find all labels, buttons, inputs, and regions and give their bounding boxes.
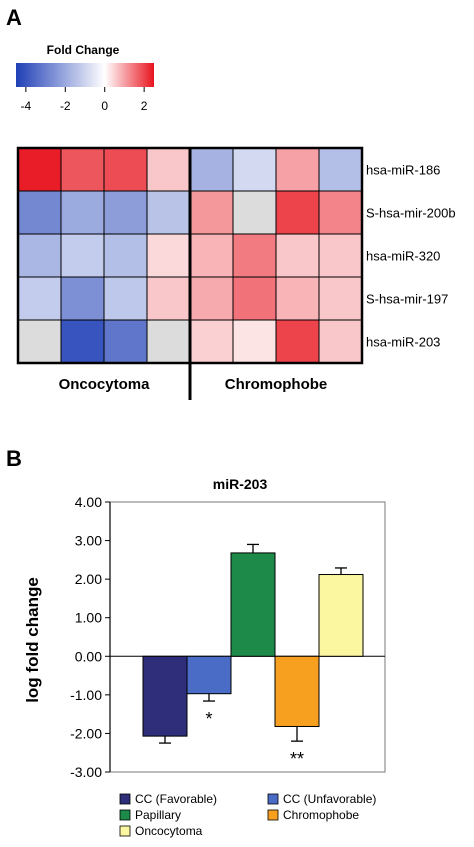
- bar: [186, 655, 232, 695]
- heatmap-cell: [232, 233, 277, 278]
- heatmap-cell: [103, 319, 148, 364]
- heatmap-row-label: S-hsa-mir-200b: [366, 206, 456, 221]
- colorbar-tick-label: 0: [101, 99, 108, 113]
- heatmap-cell: [189, 147, 234, 192]
- heatmap-cell: [146, 233, 191, 278]
- heatmap-cell: [146, 276, 191, 321]
- bar: [318, 574, 364, 657]
- y-axis-label: log fold change: [23, 577, 42, 703]
- heatmap-cell: [17, 147, 62, 192]
- heatmap: hsa-miR-186 S-hsa-mir-200b hsa-miR-320 S-hs…: [16, 146, 456, 400]
- heatmap-cell: [189, 319, 234, 364]
- panel-a-letter: A: [6, 5, 22, 30]
- significance-marker: **: [290, 749, 304, 769]
- heatmap-cell: [146, 147, 191, 192]
- y-tick-label: 4.00: [75, 494, 102, 510]
- bar: [230, 552, 276, 657]
- heatmap-cell: [275, 147, 320, 192]
- y-tick-label: -3.00: [70, 764, 102, 780]
- heatmap-row-label: hsa-miR-203: [366, 335, 440, 350]
- heatmap-cell: [189, 233, 234, 278]
- legend-label: Papillary: [135, 808, 181, 822]
- bar-chart: 4.003.002.001.000.00-1.00-2.00-3.00***: [70, 494, 386, 780]
- bar-chart-title: miR-203: [213, 476, 268, 492]
- heatmap-cell: [275, 276, 320, 321]
- heatmap-cell: [146, 319, 191, 364]
- heatmap-cell: [17, 276, 62, 321]
- significance-marker: *: [205, 709, 212, 729]
- panel-b-letter: B: [6, 446, 22, 471]
- heatmap-cell: [17, 190, 62, 235]
- heatmap-cell: [60, 147, 105, 192]
- legend-swatch: [267, 809, 279, 821]
- heatmap-cell: [318, 233, 363, 278]
- colorbar-ticks: -4 -2 0 2: [21, 87, 148, 113]
- heatmap-row-label: S-hsa-mir-197: [366, 292, 448, 307]
- y-tick-label: 3.00: [75, 533, 102, 549]
- bar: [274, 655, 320, 727]
- heatmap-cell: [60, 190, 105, 235]
- legend-swatch: [119, 793, 131, 805]
- legend-label: CC (Favorable): [135, 792, 217, 806]
- y-tick-label: 0.00: [75, 648, 102, 664]
- heatmap-cell: [318, 319, 363, 364]
- legend-swatch: [119, 809, 131, 821]
- heatmap-cell: [146, 190, 191, 235]
- heatmap-cell: [189, 276, 234, 321]
- legend-swatch: [119, 825, 131, 837]
- legend: CC (Favorable) CC (Unfavorable) Papillary C…: [119, 792, 376, 838]
- heatmap-cell: [275, 190, 320, 235]
- heatmap-cell: [60, 276, 105, 321]
- legend-label: Chromophobe: [283, 808, 359, 822]
- y-tick-label: -1.00: [70, 687, 102, 703]
- heatmap-cell: [103, 233, 148, 278]
- heatmap-row-label: hsa-miR-320: [366, 249, 440, 264]
- colorbar-tick-label: -2: [60, 99, 71, 113]
- heatmap-cell: [189, 190, 234, 235]
- y-tick-label: 1.00: [75, 610, 102, 626]
- bar: [142, 655, 188, 737]
- heatmap-cell: [60, 233, 105, 278]
- heatmap-cell: [60, 319, 105, 364]
- heatmap-cell: [17, 233, 62, 278]
- heatmap-cell: [232, 147, 277, 192]
- heatmap-row-label: hsa-miR-186: [366, 163, 440, 178]
- heatmap-cell: [17, 319, 62, 364]
- legend-label: Oncocytoma: [135, 824, 203, 838]
- y-tick-label: -2.00: [70, 725, 102, 741]
- heatmap-cell: [275, 233, 320, 278]
- column-group-label: Chromophobe: [225, 376, 328, 393]
- heatmap-cell: [232, 319, 277, 364]
- heatmap-cell: [318, 190, 363, 235]
- heatmap-cell: [103, 147, 148, 192]
- colorbar-tick-label: -4: [21, 99, 32, 113]
- heatmap-cell: [318, 276, 363, 321]
- heatmap-cell: [103, 276, 148, 321]
- heatmap-cell: [275, 319, 320, 364]
- colorbar: [16, 63, 154, 87]
- heatmap-cell: [318, 147, 363, 192]
- heatmap-cell: [232, 190, 277, 235]
- colorbar-tick-label: 2: [141, 99, 148, 113]
- heatmap-cell: [103, 190, 148, 235]
- column-group-label: Oncocytoma: [59, 376, 151, 393]
- y-tick-label: 2.00: [75, 571, 102, 587]
- legend-label: CC (Unfavorable): [283, 792, 376, 806]
- colorbar-title: Fold Change: [47, 43, 120, 57]
- heatmap-cell: [232, 276, 277, 321]
- legend-swatch: [267, 793, 279, 805]
